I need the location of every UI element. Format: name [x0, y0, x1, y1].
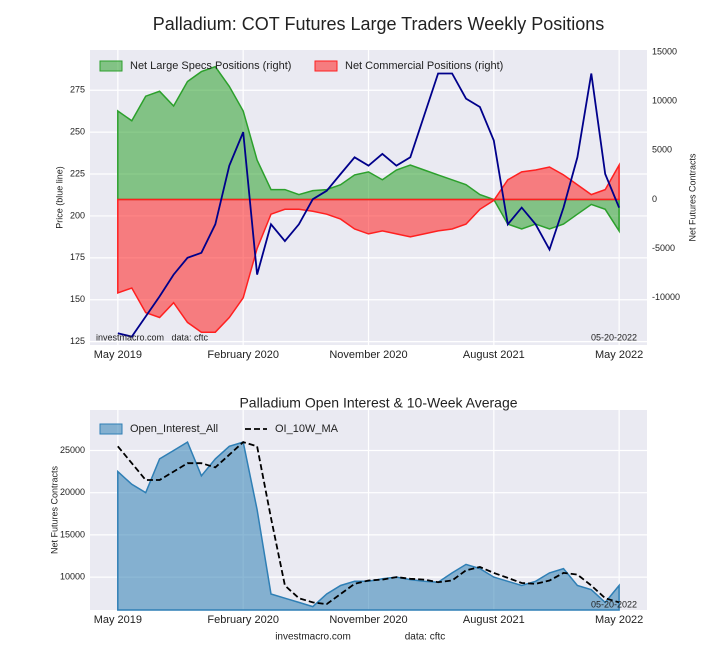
legend-label: Net Large Specs Positions (right)	[130, 60, 291, 72]
line	[117, 441, 620, 606]
x-tick-label: August 2021	[463, 349, 525, 361]
x-tick-label: May 2019	[94, 349, 142, 361]
annotation: 05-20-2022	[591, 599, 637, 609]
y-tick-label: 200	[70, 210, 85, 220]
x-tick-label: May 2022	[595, 349, 643, 361]
x-tick-label: February 2020	[207, 349, 279, 361]
y-axis-label: Net Futures Contracts	[49, 465, 59, 554]
y2-tick-label: -10000	[652, 292, 680, 302]
y-tick-label: 150	[70, 294, 85, 304]
y2-axis-label: Net Futures Contracts	[687, 153, 697, 242]
x-tick-label: May 2022	[595, 614, 643, 626]
area	[117, 65, 620, 234]
y2-tick-label: 0	[652, 194, 657, 204]
area	[117, 441, 620, 611]
legend-swatch	[99, 423, 123, 435]
y-tick-label: 225	[70, 168, 85, 178]
line	[117, 72, 620, 338]
footer: investmacro.com	[275, 632, 351, 643]
y2-tick-label: 5000	[652, 145, 672, 155]
legend-label: OI_10W_MA	[275, 423, 339, 435]
x-tick-label: November 2020	[329, 349, 407, 361]
y-tick-label: 10000	[60, 571, 85, 581]
y-tick-label: 275	[70, 85, 85, 95]
y-tick-label: 175	[70, 252, 85, 262]
x-tick-label: May 2019	[94, 614, 142, 626]
chart-title: Palladium: COT Futures Large Traders Wee…	[153, 14, 605, 34]
x-tick-label: November 2020	[329, 614, 407, 626]
legend-label: Net Commercial Positions (right)	[345, 60, 503, 72]
x-tick-label: August 2021	[463, 614, 525, 626]
footer: data: cftc	[405, 632, 446, 643]
annotation: 05-20-2022	[591, 332, 637, 342]
y2-tick-label: 10000	[652, 96, 677, 106]
y-tick-label: 20000	[60, 487, 85, 497]
y-tick-label: 15000	[60, 529, 85, 539]
y-tick-label: 125	[70, 336, 85, 346]
x-tick-label: February 2020	[207, 614, 279, 626]
legend-label: Open_Interest_All	[130, 423, 218, 435]
y-axis-label: Price (blue line)	[54, 166, 64, 229]
y2-tick-label: -5000	[652, 243, 675, 253]
chart-title: Palladium Open Interest & 10-Week Averag…	[239, 395, 517, 411]
annotation: investmacro.com data: cftc	[96, 332, 209, 342]
legend-swatch	[99, 60, 123, 72]
y-tick-label: 250	[70, 127, 85, 137]
y2-tick-label: 15000	[652, 46, 677, 56]
y-tick-label: 25000	[60, 445, 85, 455]
legend-swatch	[314, 60, 338, 72]
